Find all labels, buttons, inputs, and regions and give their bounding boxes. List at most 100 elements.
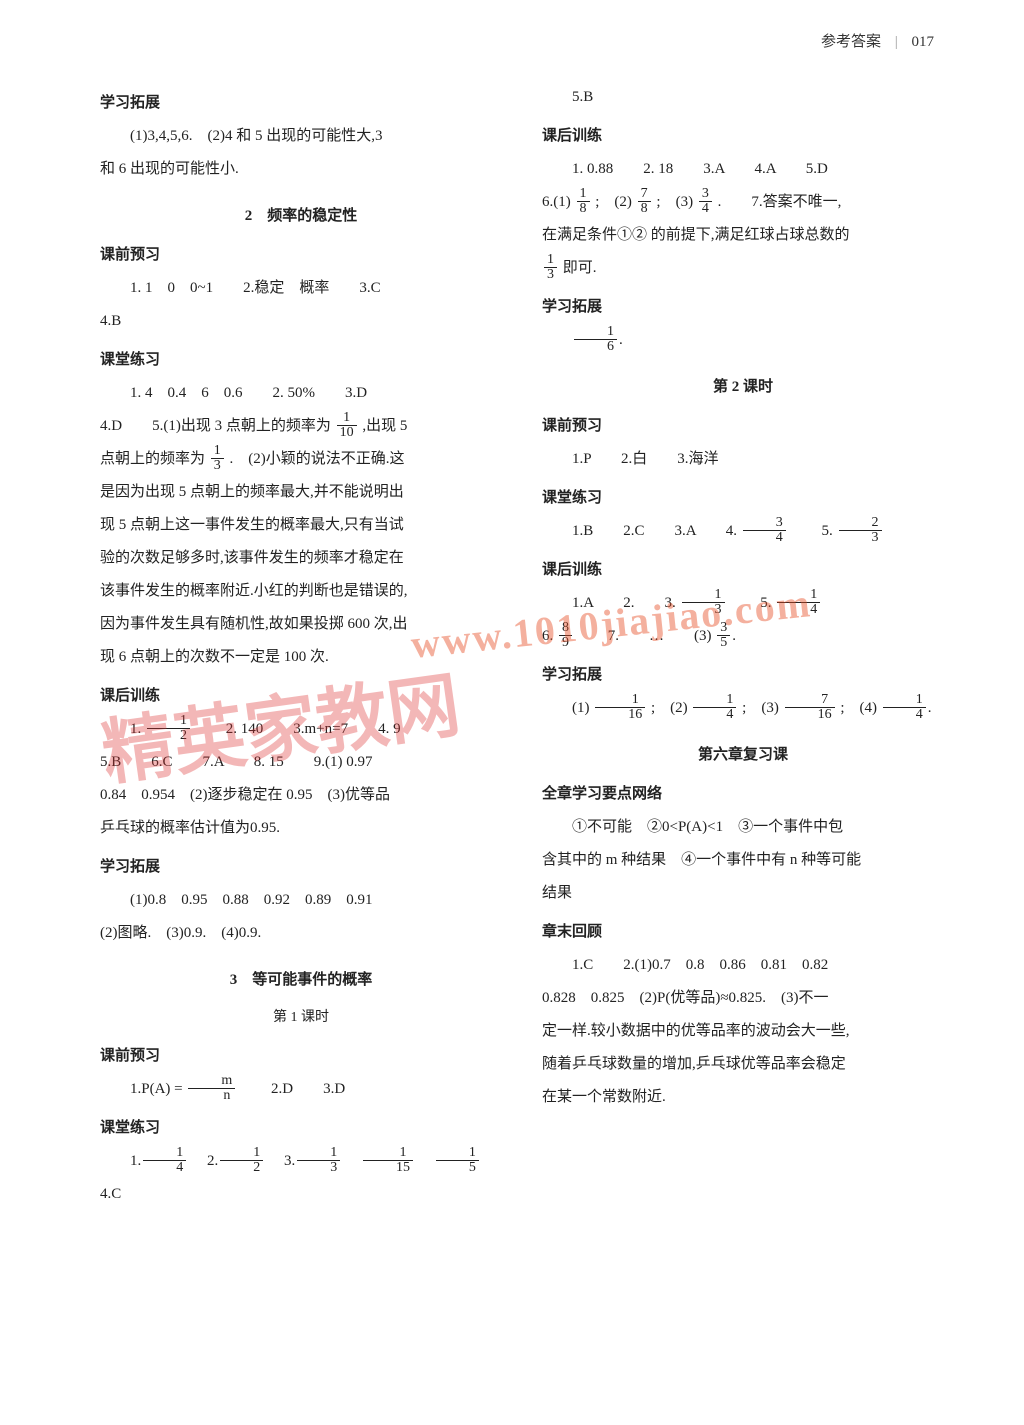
fraction: 716 (785, 693, 835, 722)
fraction: 23 (839, 516, 882, 545)
section-title: 课堂练习 (100, 344, 502, 377)
text-line: 在满足条件①② 的前提下,满足红球占球总数的 (542, 219, 944, 252)
text-line: 现 5 点朝上这一事件发生的概率最大,只有当试 (100, 509, 502, 542)
right-column: 5.B 课后训练 1. 0.88 2. 18 3.A 4.A 5.D 6.(1)… (542, 81, 944, 1211)
fraction: 14 (883, 693, 926, 722)
text: 2.D 3.D (241, 1081, 345, 1097)
sub-title: 第 2 课时 (542, 371, 944, 404)
text-line: 4.D 5.(1)出现 3 点朝上的频率为 110 ,出现 5 (100, 410, 502, 443)
fraction: 89 (559, 621, 572, 650)
text-line: 现 6 点朝上的次数不一定是 100 次. (100, 641, 502, 674)
text-line: 1.A 2. 3. 13 5. 14 (542, 587, 944, 620)
section-title: 课后训练 (100, 680, 502, 713)
text: 点朝上的频率为 (100, 451, 205, 467)
text-line: (1)3,4,5,6. (2)4 和 5 出现的可能性大,3 (100, 120, 502, 153)
header-title: 参考答案 (821, 34, 881, 50)
fraction: 13 (544, 253, 557, 282)
section-title: 学习拓展 (100, 851, 502, 884)
text-line: 1.14 2.12 3.13 115 15 4.C (100, 1145, 502, 1211)
fraction: 15 (436, 1146, 479, 1175)
fraction: 16 (574, 325, 617, 354)
text-line: 随着乒乓球数量的增加,乒乓球优等品率会稳定 (542, 1048, 944, 1081)
text-line: 1.P 2.白 3.海洋 (542, 443, 944, 476)
text-line: ①不可能 ②0<P(A)<1 ③一个事件中包 (542, 811, 944, 844)
text-line: 点朝上的频率为 13 . (2)小颖的说法不正确.这 (100, 443, 502, 476)
text-line: (1)0.8 0.95 0.88 0.92 0.89 0.91 (100, 884, 502, 917)
text: . (2)小颖的说法不正确.这 (230, 451, 405, 467)
section-title: 课前预习 (100, 239, 502, 272)
fraction: mn (188, 1074, 235, 1103)
text-line: 4.B (100, 305, 502, 338)
text: ; (3) (656, 194, 693, 210)
chapter-title: 3 等可能事件的概率 (100, 964, 502, 997)
chapter-title: 2 频率的稳定性 (100, 200, 502, 233)
fraction: 13 (297, 1146, 340, 1175)
fraction: 34 (743, 516, 786, 545)
page: 参考答案 | 017 学习拓展 (1)3,4,5,6. (2)4 和 5 出现的… (0, 0, 1024, 1425)
text-line: (1) 116 ; (2) 14 ; (3) 716 ; (4) 14. (542, 692, 944, 725)
text: ; (2) (651, 700, 688, 716)
text-line: 1.C 2.(1)0.7 0.8 0.86 0.81 0.82 (542, 949, 944, 982)
text-line: 1.P(A) = mn 2.D 3.D (100, 1073, 502, 1106)
text-line: 1.B 2.C 3.A 4. 34 5. 23 (542, 515, 944, 548)
text-line: 含其中的 m 种结果 ④一个事件中有 n 种等可能 (542, 844, 944, 877)
text: ; (4) (840, 700, 877, 716)
text: 即可. (563, 260, 597, 276)
fraction: 35 (717, 621, 730, 650)
section-title: 课堂练习 (100, 1112, 502, 1145)
section-title: 章末回顾 (542, 916, 944, 949)
text-line: 验的次数足够多时,该事件发生的频率才稳定在 (100, 542, 502, 575)
fraction: 13 (682, 588, 725, 617)
fraction: 116 (595, 693, 645, 722)
text: 4.D 5.(1)出现 3 点朝上的频率为 (100, 418, 331, 434)
text: 6.(1) (542, 194, 571, 210)
text-line: 0.828 0.825 (2)P(优等品)≈0.825. (3)不一 (542, 982, 944, 1015)
fraction: 12 (220, 1146, 263, 1175)
text-line: 16. (542, 324, 944, 357)
fraction: 18 (577, 187, 590, 216)
section-title: 学习拓展 (542, 659, 944, 692)
text-line: 因为事件发生具有随机性,故如果投掷 600 次,出 (100, 608, 502, 641)
text-line: 乒乓球的概率估计值为0.95. (100, 812, 502, 845)
text: 1. (130, 721, 141, 737)
section-title: 全章学习要点网络 (542, 778, 944, 811)
section-title: 课前预习 (100, 1040, 502, 1073)
left-column: 学习拓展 (1)3,4,5,6. (2)4 和 5 出现的可能性大,3 和 6 … (100, 81, 502, 1211)
fraction: 34 (699, 187, 712, 216)
text-line: 结果 (542, 877, 944, 910)
section-title: 课堂练习 (542, 482, 944, 515)
text-line: 13 即可. (542, 252, 944, 285)
text: . 7.答案不唯一, (718, 194, 842, 210)
chapter-title: 第六章复习课 (542, 739, 944, 772)
text: 2. 140 3.m+n=7 4. 9 (196, 721, 401, 737)
section-title: 课后训练 (542, 554, 944, 587)
section-title: 课后训练 (542, 120, 944, 153)
page-number: 017 (912, 34, 935, 50)
text-line: 5.B 6.C 7.A 8. 15 9.(1) 0.97 (100, 746, 502, 779)
text-line: 定一样.较小数据中的优等品率的波动会大一些, (542, 1015, 944, 1048)
text-line: 5.B (542, 81, 944, 114)
text-line: 6.(1) 18 ; (2) 78 ; (3) 34 . 7.答案不唯一, (542, 186, 944, 219)
sub-title: 第 1 课时 (100, 1003, 502, 1034)
fraction: 14 (143, 1146, 186, 1175)
text: ; (2) (595, 194, 632, 210)
section-title: 学习拓展 (542, 291, 944, 324)
fraction: 78 (638, 187, 651, 216)
text-line: 1. 1 0 0~1 2.稳定 概率 3.C (100, 272, 502, 305)
text-line: 和 6 出现的可能性小. (100, 153, 502, 186)
text: 1.A 2. 3. (572, 595, 676, 611)
text: ; (3) (742, 700, 779, 716)
section-title: 课前预习 (542, 410, 944, 443)
content-columns: 学习拓展 (1)3,4,5,6. (2)4 和 5 出现的可能性大,3 和 6 … (100, 81, 944, 1211)
text: (1) (572, 700, 590, 716)
text: 1.P(A) = (130, 1081, 186, 1097)
text: 5. (792, 523, 833, 539)
text-line: (2)图略. (3)0.9. (4)0.9. (100, 917, 502, 950)
text-line: 是因为出现 5 点朝上的频率最大,并不能说明出 (100, 476, 502, 509)
section-title: 学习拓展 (100, 87, 502, 120)
fraction: 110 (337, 411, 357, 440)
fraction: 14 (693, 693, 736, 722)
text: 6. (542, 628, 553, 644)
page-header: 参考答案 | 017 (100, 30, 944, 51)
text-line: 1. 4 0.4 6 0.6 2. 50% 3.D (100, 377, 502, 410)
